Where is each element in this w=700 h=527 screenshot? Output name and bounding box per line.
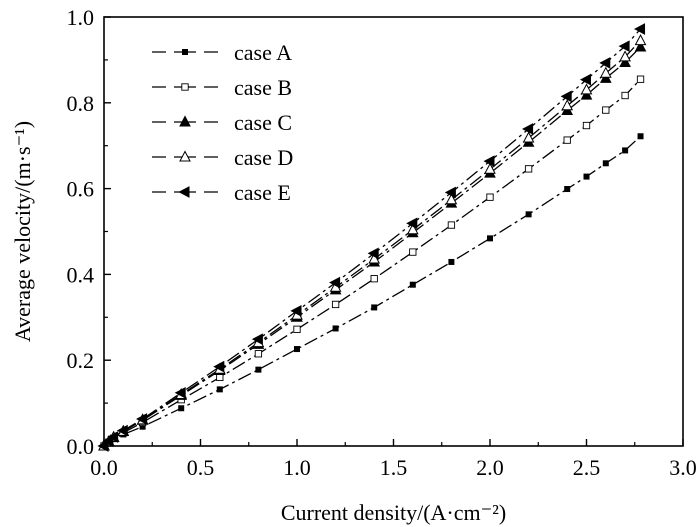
data-point bbox=[633, 23, 646, 35]
data-point bbox=[290, 305, 302, 317]
x-tick-label: 1.0 bbox=[283, 455, 311, 480]
data-point bbox=[486, 193, 494, 201]
legend-label: case A bbox=[234, 40, 292, 65]
data-point bbox=[602, 160, 609, 167]
x-tick-label: 1.5 bbox=[380, 455, 408, 480]
x-tick-label: 2.5 bbox=[573, 455, 601, 480]
data-point bbox=[602, 106, 610, 114]
data-point bbox=[599, 66, 612, 78]
ticks-layer: 0.0 0.5 1.0 1.5 2.0 2.5 3.0 0.0 0.2 0.4 0.6 0.8 1.0 bbox=[67, 5, 697, 480]
data-point bbox=[524, 165, 533, 173]
x-tick-label: 0.0 bbox=[90, 455, 118, 480]
x-tick-label: 0.5 bbox=[187, 455, 215, 480]
data-point bbox=[563, 136, 571, 144]
data-point bbox=[255, 366, 262, 373]
data-point bbox=[484, 162, 496, 174]
data-point bbox=[406, 223, 419, 235]
x-axis-label: Current density/(A·cm⁻²) bbox=[281, 500, 506, 525]
legend: case A case B case C case D case E bbox=[152, 40, 293, 205]
series-5 bbox=[97, 23, 646, 452]
legend-entry: case B bbox=[152, 75, 292, 100]
data-point bbox=[409, 281, 416, 288]
legend-label: case B bbox=[234, 75, 292, 100]
data-point bbox=[371, 304, 378, 311]
data-point bbox=[599, 57, 611, 69]
legend-label: case D bbox=[234, 145, 293, 170]
y-tick-label: 0.2 bbox=[67, 348, 95, 373]
series-line bbox=[103, 28, 641, 447]
data-point bbox=[178, 405, 185, 412]
legend-marker bbox=[179, 150, 191, 162]
data-point bbox=[409, 248, 417, 256]
data-point bbox=[637, 133, 644, 140]
data-point bbox=[583, 173, 590, 180]
data-point bbox=[293, 325, 301, 333]
data-point bbox=[483, 155, 495, 167]
legend-entry: case D bbox=[152, 145, 293, 170]
data-point bbox=[487, 235, 493, 242]
data-point bbox=[445, 193, 458, 205]
y-tick-label: 0.8 bbox=[67, 91, 95, 116]
data-point bbox=[448, 258, 455, 265]
data-point bbox=[622, 147, 629, 154]
data-point bbox=[406, 217, 418, 230]
data-point bbox=[370, 275, 378, 283]
data-point bbox=[621, 91, 629, 100]
data-point bbox=[619, 50, 631, 62]
x-tick-label: 2.0 bbox=[476, 455, 504, 480]
x-tick-label: 3.0 bbox=[669, 455, 697, 480]
data-point bbox=[561, 99, 574, 111]
data-point bbox=[254, 350, 263, 358]
legend-marker bbox=[181, 83, 189, 91]
y-axis-label: Average velocity/(m·s⁻¹) bbox=[10, 121, 35, 342]
series-line bbox=[103, 40, 641, 447]
data-point bbox=[216, 373, 224, 382]
data-point bbox=[331, 300, 340, 309]
data-point bbox=[618, 40, 630, 53]
legend-marker bbox=[179, 115, 191, 127]
data-point bbox=[522, 123, 534, 135]
data-point bbox=[368, 252, 381, 264]
data-point bbox=[525, 211, 532, 218]
data-point bbox=[444, 186, 456, 199]
legend-label: case E bbox=[234, 180, 291, 205]
legend-entry: case A bbox=[152, 40, 292, 65]
data-point bbox=[107, 431, 119, 443]
data-point bbox=[634, 40, 647, 52]
data-point bbox=[116, 424, 128, 437]
data-point bbox=[579, 73, 591, 86]
data-point bbox=[136, 413, 148, 425]
data-point bbox=[447, 221, 456, 229]
data-point bbox=[560, 90, 572, 103]
data-point bbox=[582, 121, 591, 130]
data-point bbox=[332, 325, 339, 332]
legend-label: case C bbox=[234, 110, 292, 135]
data-point bbox=[634, 34, 647, 46]
data-point bbox=[294, 346, 300, 353]
data-point bbox=[580, 83, 593, 95]
data-point bbox=[619, 55, 631, 67]
data-point bbox=[329, 276, 341, 289]
y-tick-label: 1.0 bbox=[67, 5, 95, 30]
data-point bbox=[367, 247, 379, 260]
data-point bbox=[564, 186, 571, 193]
series-line bbox=[103, 46, 641, 447]
data-point bbox=[636, 75, 645, 83]
data-point bbox=[139, 423, 146, 430]
series-layer bbox=[97, 23, 647, 452]
y-tick-label: 0.6 bbox=[67, 177, 95, 202]
data-point bbox=[216, 386, 223, 393]
data-point bbox=[102, 435, 114, 448]
data-point bbox=[251, 333, 263, 346]
legend-entry: case C bbox=[152, 110, 292, 135]
data-point bbox=[522, 131, 535, 143]
y-tick-label: 0.4 bbox=[67, 262, 95, 287]
data-point bbox=[174, 386, 186, 399]
legend-marker bbox=[182, 49, 188, 55]
y-tick-label: 0.0 bbox=[67, 434, 95, 459]
data-point bbox=[213, 360, 225, 373]
legend-marker bbox=[178, 186, 190, 198]
legend-entry: case E bbox=[152, 180, 291, 205]
